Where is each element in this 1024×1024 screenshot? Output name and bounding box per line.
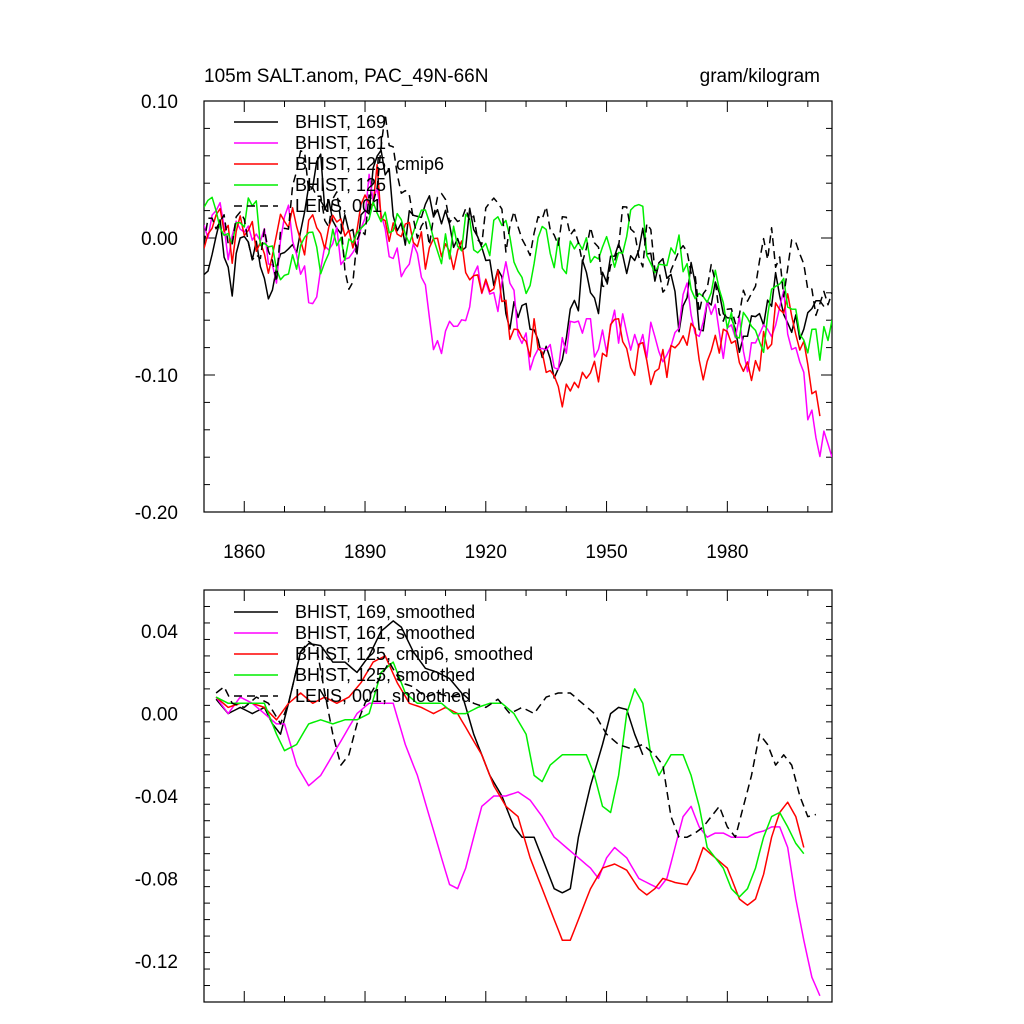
y-tick-label: 0.04 bbox=[141, 622, 178, 643]
legend-label: BHIST, 125, cmip6, smoothed bbox=[295, 644, 533, 664]
top-panel: 105m SALT.anom, PAC_49N-66N gram/kilogra… bbox=[135, 66, 833, 563]
units-label: gram/kilogram bbox=[700, 66, 820, 87]
series-line bbox=[204, 196, 832, 361]
series-group bbox=[215, 620, 821, 997]
legend-label: BHIST, 169, smoothed bbox=[295, 602, 475, 622]
legend-label: BHIST, 125 bbox=[295, 175, 386, 195]
series-line bbox=[215, 696, 821, 997]
y-tick-label: -0.12 bbox=[135, 952, 178, 973]
y-tick-label: -0.04 bbox=[135, 787, 179, 808]
plot-frame bbox=[203, 100, 833, 513]
series-line bbox=[204, 163, 821, 417]
plot-frame bbox=[203, 589, 833, 1003]
y-tick-label: -0.10 bbox=[135, 366, 178, 387]
bottom-panel: 0.04 0.00 -0.04 -0.08 -0.12 BHIST, 169, smoot… bbox=[135, 589, 833, 1003]
series-group bbox=[204, 113, 832, 458]
legend-label: BHIST, 161 bbox=[295, 133, 386, 153]
chart-title: 105m SALT.anom, PAC_49N-66N bbox=[204, 66, 488, 87]
legend-label: BHIST, 161, smoothed bbox=[295, 623, 475, 643]
x-tick-label: 1950 bbox=[585, 542, 627, 563]
y-tick-label: 0.10 bbox=[141, 92, 178, 113]
legend-label: BHIST, 169 bbox=[295, 112, 386, 132]
x-tick-label: 1980 bbox=[706, 542, 748, 563]
y-tick-label: 0.00 bbox=[141, 705, 178, 726]
x-tick-label: 1860 bbox=[223, 542, 265, 563]
legend-label: BHIST, 125, cmip6 bbox=[295, 154, 444, 174]
series-line bbox=[215, 640, 817, 838]
plot-area-bottom: 0.04 0.00 -0.04 -0.08 -0.12 BHIST, 169, smoot… bbox=[135, 589, 833, 1003]
plot-area-top: 1860 1890 1920 1950 1980 0.10 0.00 -0.10 -0.20 BH… bbox=[135, 92, 833, 563]
y-tick-label: -0.20 bbox=[135, 503, 178, 524]
legend-label: LENS, 001 bbox=[295, 196, 382, 216]
x-tick-label: 1920 bbox=[465, 542, 507, 563]
y-tick-label: 0.00 bbox=[141, 229, 178, 250]
legend-label: LENS, 001, smoothed bbox=[295, 686, 471, 706]
series-line bbox=[204, 149, 825, 379]
series-line bbox=[215, 661, 805, 898]
series-line bbox=[204, 113, 832, 325]
series-line bbox=[215, 655, 805, 941]
legend-label: BHIST, 125, smoothed bbox=[295, 665, 475, 685]
x-tick-label: 1890 bbox=[344, 542, 386, 563]
y-tick-label: -0.08 bbox=[135, 869, 178, 890]
